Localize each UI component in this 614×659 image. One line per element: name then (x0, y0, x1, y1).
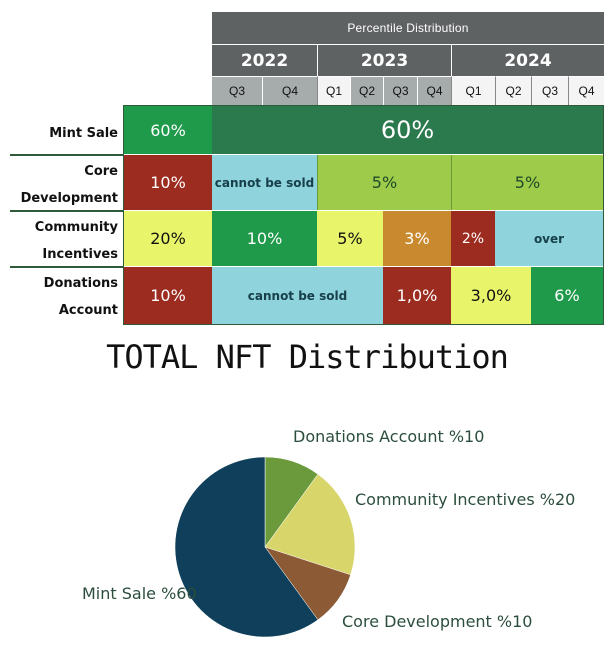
row-label-core-development: Core Development (0, 156, 123, 212)
pie-slice-community-incentives (264, 473, 356, 576)
table-body-border (123, 105, 604, 325)
year-header-2024: 2024 (451, 44, 604, 76)
row-label-line: Community (34, 220, 118, 235)
mint-sale-cell: 60% (212, 106, 603, 154)
row-label-line: Mint Sale (49, 125, 118, 141)
donations-account-2024-h2: 6% (531, 267, 603, 324)
row-label-line: Development (20, 191, 118, 206)
community-incentives-2024-q1: 2% (451, 211, 495, 266)
quarter-2024-q2: Q2 (495, 76, 531, 105)
community-incentives-initial: 20% (124, 211, 212, 266)
community-incentives-2023-h1: 5% (317, 211, 383, 266)
pie-label-donations-account: Donations Account %10 (293, 427, 485, 446)
core-development-cannot-be-sold: cannot be sold (212, 155, 317, 210)
chart-title: TOTAL NFT Distribution (106, 338, 509, 376)
quarter-2024-q3: Q3 (531, 76, 568, 105)
row-divider (10, 210, 123, 212)
donations-account-2024-h1: 3,0% (451, 267, 531, 324)
quarter-2024-q4: Q4 (568, 76, 604, 105)
quarter-2022-q3: Q3 (212, 76, 262, 105)
pie-label-mint-sale: Mint Sale %60 (82, 584, 197, 603)
row-label-community-incentives: Community Incentives (0, 212, 123, 268)
row-divider (10, 154, 123, 156)
row-label-line: Incentives (42, 247, 118, 262)
quarter-2023-q4: Q4 (417, 76, 451, 105)
row-label-line: Account (58, 303, 118, 318)
pie-slice-mint-sale (174, 456, 319, 638)
donations-account-2023-h2: 1,0% (383, 267, 451, 324)
row-label-line: Donations (43, 276, 118, 291)
community-incentives-2023-h2: 3% (383, 211, 451, 266)
quarter-2023-q3: Q3 (383, 76, 417, 105)
quarter-2023-q2: Q2 (350, 76, 383, 105)
row-divider (10, 266, 123, 268)
pie-label-core-development: Core Development %10 (342, 612, 533, 631)
year-header-2022: 2022 (212, 44, 317, 76)
core-development-initial: 10% (124, 155, 212, 210)
mint-sale-initial: 60% (124, 106, 212, 154)
pie-label-community-incentives: Community Incentives %20 (355, 490, 576, 509)
quarter-2023-q1: Q1 (317, 76, 350, 105)
row-label-line: Core (84, 164, 118, 179)
year-header-2023: 2023 (317, 44, 451, 76)
row-label-mint-sale: Mint Sale (0, 110, 123, 156)
table-header-title: Percentile Distribution (212, 12, 604, 44)
quarter-2024-q1: Q1 (451, 76, 495, 105)
community-incentives-2022: 10% (212, 211, 317, 266)
core-development-2024: 5% (451, 155, 603, 210)
donations-account-cannot-be-sold: cannot be sold (212, 267, 383, 324)
core-development-2023: 5% (317, 155, 451, 210)
quarter-2022-q4: Q4 (262, 76, 317, 105)
donations-account-initial: 10% (124, 267, 212, 324)
row-label-donations-account: Donations Account (0, 268, 123, 324)
community-incentives-over: over (495, 211, 603, 266)
